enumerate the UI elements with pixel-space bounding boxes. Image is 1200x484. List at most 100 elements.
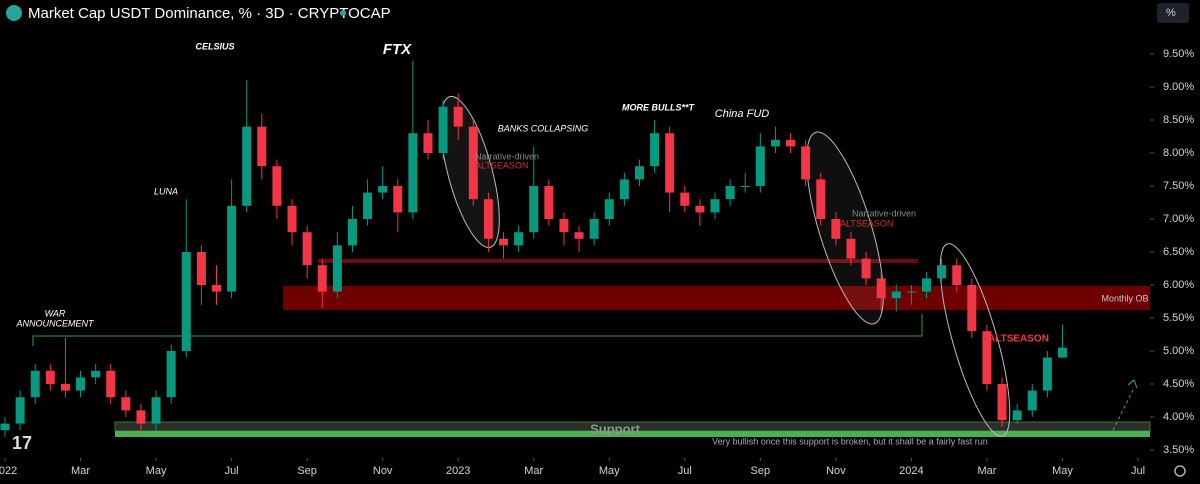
settings-icon[interactable]	[1174, 465, 1186, 477]
candle-body	[76, 377, 86, 391]
candle-body	[740, 186, 750, 187]
x-tick-label: Nov	[826, 465, 846, 477]
candle-body	[60, 384, 70, 391]
y-tick-label: 5.00%	[1163, 345, 1194, 357]
range-box	[32, 314, 923, 346]
candle-body	[589, 219, 599, 239]
scale-button[interactable]	[1157, 3, 1189, 23]
candle-body	[30, 370, 40, 398]
candle-body	[423, 133, 433, 153]
annotation: Narrative-driven	[852, 208, 916, 218]
y-tick-label: 4.00%	[1163, 411, 1194, 423]
y-tick-label: 7.50%	[1163, 180, 1194, 192]
candle-body	[499, 238, 509, 246]
candle-body	[468, 126, 478, 200]
annotation: ALTSEASON	[988, 334, 1049, 345]
x-tick-label: May	[146, 465, 167, 477]
y-tick-label: 7.00%	[1163, 213, 1194, 225]
candle-body	[574, 232, 584, 239]
candle-body	[967, 285, 977, 332]
candle-body	[529, 186, 539, 233]
candle-body	[272, 166, 282, 206]
candle-body	[242, 126, 252, 206]
resistance-line	[318, 259, 918, 263]
x-tick-label: Sep	[751, 465, 771, 477]
annotation: ANNOUNCEMENT	[15, 318, 95, 328]
candle-body	[302, 232, 312, 266]
annotation: Monthly OB	[1101, 293, 1148, 303]
candle-body	[0, 423, 10, 431]
candle-body	[438, 106, 448, 153]
annotation: Narrative-driven	[475, 151, 539, 161]
candle-body	[45, 370, 55, 384]
candle-body	[378, 186, 388, 193]
annotation: Very bullish once this support is broken…	[712, 436, 988, 446]
candle-body	[347, 219, 357, 246]
candle-body	[725, 186, 735, 200]
candle-body	[952, 265, 962, 285]
candle-body	[287, 205, 297, 233]
candle-body	[1012, 410, 1022, 421]
candle-body	[1057, 347, 1067, 358]
candle-body	[211, 285, 221, 292]
projection-arrow-head	[1127, 379, 1138, 389]
candle-body	[786, 139, 796, 147]
x-tick-label: Nov	[373, 465, 393, 477]
candle-body	[876, 278, 886, 299]
candle-body	[332, 245, 342, 292]
x-tick-label: Sep	[297, 465, 317, 477]
x-tick-label: 2024	[899, 465, 923, 477]
x-tick-label: Mar	[71, 465, 90, 477]
annotation: ALTSEASON	[840, 218, 893, 228]
candle-body	[997, 384, 1007, 421]
candle-body	[846, 238, 856, 259]
y-tick-label: 4.50%	[1163, 378, 1194, 390]
candle-body	[922, 278, 932, 292]
candle-body	[136, 410, 146, 424]
candle-body	[257, 126, 267, 167]
candle-body	[770, 139, 780, 147]
candle-body	[151, 397, 161, 424]
candle-body	[91, 370, 101, 378]
x-tick-label: 2023	[446, 465, 470, 477]
candle-body	[619, 179, 629, 200]
candle-body	[483, 199, 493, 239]
x-tick-label: Mar	[977, 465, 996, 477]
annotation: WAR	[45, 308, 66, 318]
y-tick-label: 8.50%	[1163, 114, 1194, 126]
candle-body	[106, 370, 116, 398]
candle-body	[408, 133, 418, 213]
candle-body	[453, 106, 463, 127]
annotation: Support	[590, 421, 640, 436]
candle-body	[680, 192, 690, 206]
candle-body	[393, 186, 403, 213]
symbol-logo	[6, 5, 22, 21]
candle-body	[604, 199, 614, 219]
candle-body	[861, 258, 871, 279]
candle-body	[514, 232, 524, 246]
candle-body	[121, 397, 131, 411]
annotation: LUNA	[154, 186, 178, 196]
candle-body	[227, 205, 237, 292]
scale-button-label[interactable]: %	[1166, 7, 1176, 19]
y-tick-label: 9.00%	[1163, 81, 1194, 93]
x-tick-label: May	[1052, 465, 1073, 477]
x-tick-label: May	[599, 465, 620, 477]
candle-body	[196, 252, 206, 285]
x-tick-label: 2022	[0, 465, 17, 477]
status-dot	[340, 10, 346, 16]
candle-body	[695, 205, 705, 213]
annotation: ALTSEASON	[475, 160, 528, 170]
candle-body	[15, 397, 25, 424]
monthly-ob-zone	[283, 286, 1150, 310]
y-tick-label: 5.50%	[1163, 312, 1194, 324]
candle-body	[1042, 357, 1052, 391]
annotation: China FUD	[715, 108, 769, 120]
candle-body	[166, 351, 176, 398]
candle-body	[634, 166, 644, 180]
projection-arrow	[1112, 389, 1134, 431]
candle-body	[665, 133, 675, 193]
candle-body	[891, 291, 901, 299]
candle-body	[937, 265, 947, 279]
